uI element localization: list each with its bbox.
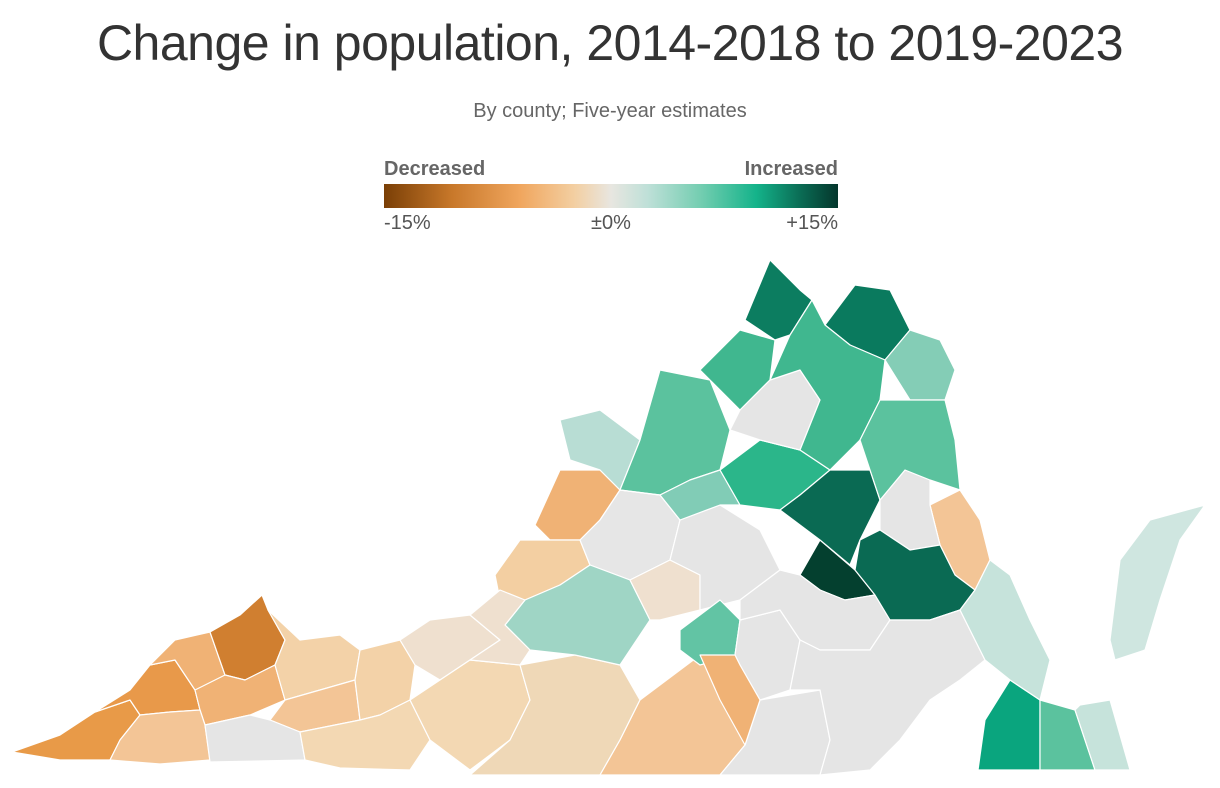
legend-increased-label: Increased [744,158,838,180]
chart-subtitle: By county; Five-year estimates [473,100,747,122]
county [1109,504,1206,661]
legend-tick-zero: ±0% [591,212,631,234]
county [1074,699,1131,771]
county [959,559,1051,701]
legend-tick-min: -15% [384,212,431,234]
color-legend: Decreased Increased -15% ±0% +15% [384,158,838,238]
chart-title: Change in population, 2014-2018 to 2019-… [96,15,1124,71]
virginia-county-map [11,259,1206,776]
county [699,654,761,746]
county [109,709,211,765]
county [469,589,531,666]
legend-gradient-bar [384,184,838,208]
county [859,399,961,501]
legend-tick-max: +15% [786,212,838,234]
legend-decreased-label: Decreased [384,158,486,180]
